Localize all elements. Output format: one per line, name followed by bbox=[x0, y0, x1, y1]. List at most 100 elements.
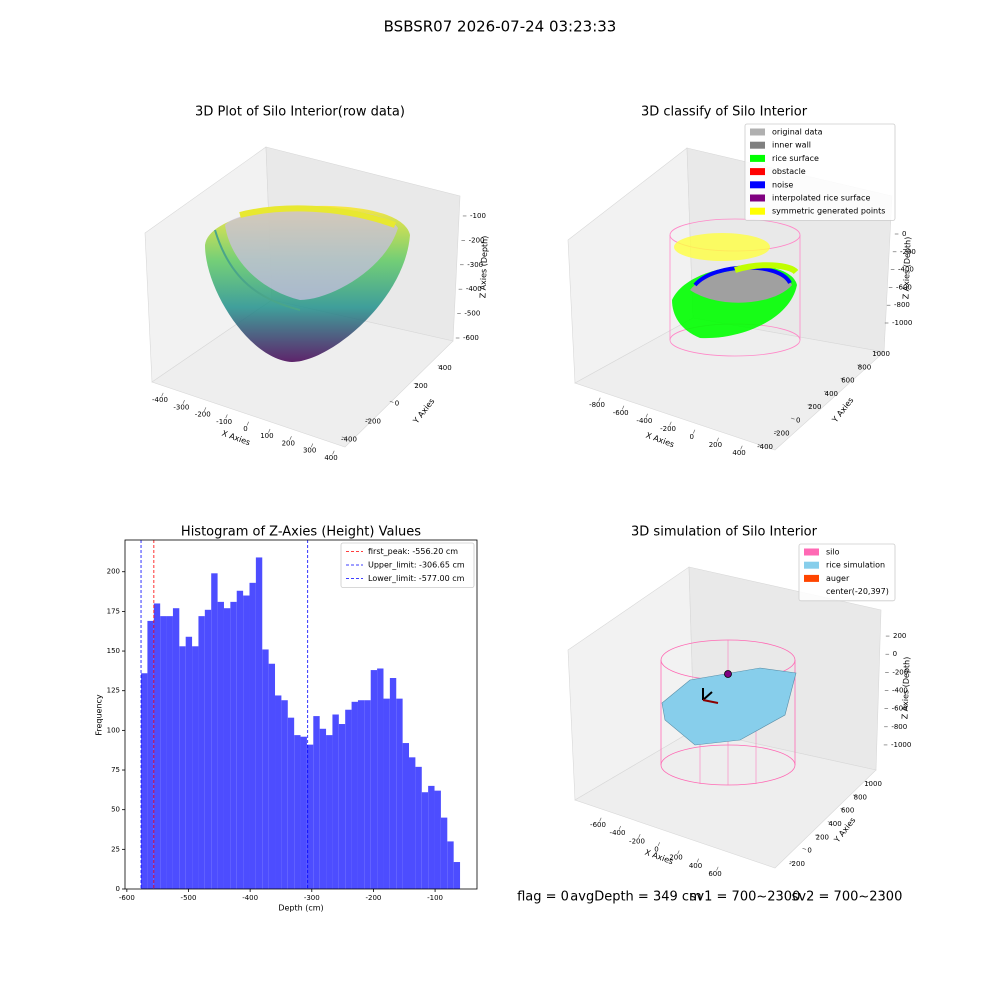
y-tick-label: 200 bbox=[816, 833, 829, 841]
bar bbox=[185, 636, 193, 889]
tick-mark bbox=[598, 397, 601, 402]
bar bbox=[332, 714, 339, 889]
bar bbox=[255, 557, 263, 889]
bar bbox=[141, 673, 148, 889]
tick-mark bbox=[857, 364, 861, 367]
status-text: sv1 = 700~2300 bbox=[690, 890, 801, 905]
z-tick-label: -600 bbox=[896, 283, 912, 291]
bar bbox=[268, 663, 276, 889]
bar bbox=[326, 735, 333, 889]
x-tick-label: -400 bbox=[610, 829, 626, 837]
legend-swatch bbox=[750, 207, 765, 215]
legend-label: Upper_limit: -306.65 cm bbox=[368, 561, 465, 570]
y-tick-label: 125 bbox=[107, 687, 120, 695]
tick-mark bbox=[332, 450, 335, 455]
bar bbox=[319, 728, 327, 889]
bar bbox=[421, 792, 429, 889]
z-tick-label: -1000 bbox=[891, 741, 911, 749]
tick-mark bbox=[638, 834, 641, 838]
y-tick-label: 175 bbox=[107, 607, 120, 615]
bar bbox=[160, 616, 167, 889]
figure-title: BSBSR07 2026-07-24 03:23:33 bbox=[384, 18, 617, 36]
x-tick-label: -200 bbox=[365, 894, 381, 902]
y-tick-label: 200 bbox=[107, 568, 120, 576]
y-tick-label: 600 bbox=[841, 807, 854, 815]
chart-title: 3D classify of Silo Interior bbox=[641, 105, 808, 120]
legend-swatch bbox=[750, 181, 765, 189]
bar bbox=[179, 646, 186, 889]
y-tick-label: 400 bbox=[438, 364, 451, 372]
tick-mark bbox=[840, 807, 845, 810]
y-tick-label: 0 bbox=[116, 885, 120, 893]
tick-mark bbox=[289, 436, 292, 441]
bar bbox=[447, 841, 454, 889]
x-tick-label: 400 bbox=[732, 449, 745, 457]
x-tick-label: -400 bbox=[242, 894, 258, 902]
tick-mark bbox=[716, 437, 719, 442]
tick-mark bbox=[757, 444, 762, 447]
z-tick-label: -400 bbox=[892, 687, 908, 695]
axis-label: Z Axies (Depth) bbox=[901, 237, 912, 300]
y-axis-label: Frequency bbox=[95, 694, 104, 736]
bar bbox=[453, 862, 461, 889]
bar bbox=[313, 716, 320, 889]
plot-frame bbox=[124, 539, 478, 890]
bar bbox=[300, 736, 307, 889]
z-tick-label: -200 bbox=[900, 248, 916, 256]
bar bbox=[434, 790, 441, 889]
y-tick-label: 0 bbox=[395, 400, 399, 408]
tick-mark bbox=[645, 413, 648, 418]
bar bbox=[172, 608, 180, 889]
tick-mark bbox=[740, 445, 743, 450]
chart-title: Histogram of Z-Axies (Height) Values bbox=[181, 525, 421, 540]
bar bbox=[275, 695, 282, 889]
tick-mark bbox=[204, 407, 207, 412]
z-tick-label: -800 bbox=[894, 301, 910, 309]
bar bbox=[243, 595, 250, 889]
y-tick-label: 1000 bbox=[872, 350, 890, 358]
bar bbox=[294, 735, 301, 889]
legend-label: original data bbox=[772, 128, 823, 137]
tick-mark bbox=[669, 421, 672, 426]
bar bbox=[428, 785, 435, 889]
legend-swatch bbox=[804, 574, 819, 582]
x-tick-label: 0 bbox=[243, 425, 247, 433]
chart-title: 3D Plot of Silo Interior(row data) bbox=[195, 105, 405, 120]
y-tick-label: -400 bbox=[341, 435, 357, 443]
status-text: avgDepth = 349 cm bbox=[570, 890, 701, 905]
bar bbox=[364, 700, 371, 889]
x-tick-label: 0 bbox=[689, 433, 693, 441]
legend-label: rice surface bbox=[772, 154, 819, 163]
z-tick-label: -300 bbox=[467, 261, 483, 269]
tick-mark bbox=[840, 377, 845, 380]
y-tick-label: 600 bbox=[841, 377, 854, 385]
legend-label: noise bbox=[772, 180, 793, 189]
tick-mark bbox=[622, 405, 625, 410]
tick-mark bbox=[789, 861, 794, 864]
legend-label: symmetric generated points bbox=[772, 207, 885, 216]
legend-swatch bbox=[804, 548, 819, 556]
x-tick-label: -200 bbox=[660, 425, 676, 433]
axis-label: Z Axies (Depth) bbox=[478, 236, 489, 299]
bar bbox=[415, 766, 422, 889]
legend-swatch bbox=[750, 128, 765, 136]
y-tick-label: -200 bbox=[789, 860, 805, 868]
bar bbox=[377, 668, 384, 889]
bar bbox=[192, 646, 199, 889]
tick-mark bbox=[437, 365, 442, 368]
y-tick-label: -200 bbox=[365, 417, 381, 425]
x-axis-label: Depth (cm) bbox=[278, 904, 323, 913]
z-tick-label: -600 bbox=[463, 334, 479, 342]
bar bbox=[217, 601, 224, 889]
tick-mark bbox=[657, 842, 660, 847]
x-tick-label: 400 bbox=[689, 862, 702, 870]
x-tick-label: 0 bbox=[654, 846, 658, 854]
legend-swatch bbox=[804, 561, 819, 569]
bar bbox=[249, 582, 256, 889]
tick-mark bbox=[774, 431, 779, 433]
tick-mark bbox=[827, 821, 832, 824]
status-text: flag = 0 bbox=[517, 890, 569, 905]
z-tick-label: -600 bbox=[892, 705, 908, 713]
y-tick-label: 50 bbox=[111, 806, 120, 814]
